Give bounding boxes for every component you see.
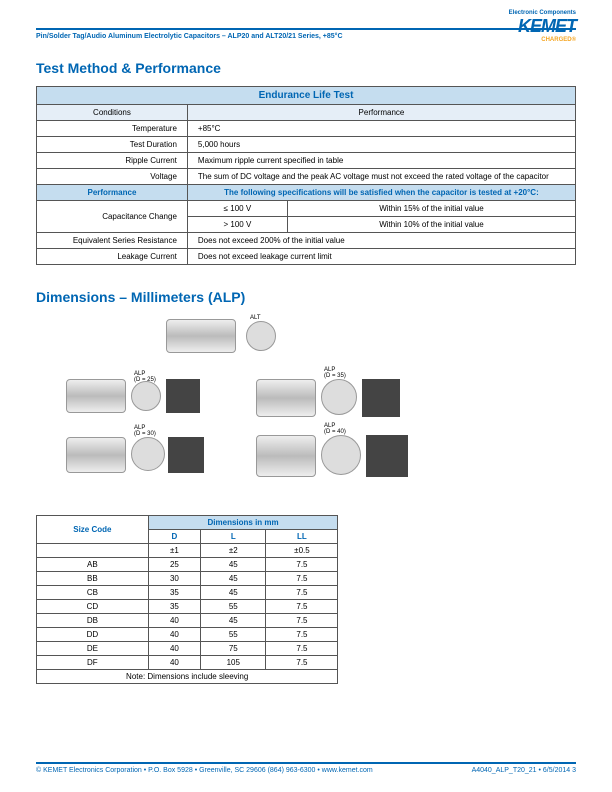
tol-l: ±2	[201, 544, 266, 558]
table-row: DF401057.5	[37, 656, 338, 670]
col-l: L	[201, 530, 266, 544]
col-d: D	[148, 530, 200, 544]
performance-spec-text: The following specifications will be sat…	[187, 185, 575, 201]
cap-change-label: Capacitance Change	[37, 201, 188, 233]
table-title: Endurance Life Test	[37, 87, 576, 105]
document-title-line: Pin/Solder Tag/Audio Aluminum Electrolyt…	[36, 33, 576, 40]
performance-label: Performance	[37, 185, 188, 201]
col-ll: LL	[266, 530, 338, 544]
table-row: CB35457.5	[37, 586, 338, 600]
row-label: Temperature	[37, 121, 188, 137]
row-value: The sum of DC voltage and the peak AC vo…	[187, 169, 575, 185]
esr-label: Equivalent Series Resistance	[37, 233, 188, 249]
cap-change-cond: ≤ 100 V	[187, 201, 287, 217]
row-label: Ripple Current	[37, 153, 188, 169]
tol-d: ±1	[148, 544, 200, 558]
row-label: Test Duration	[37, 137, 188, 153]
cap-change-cond: > 100 V	[187, 217, 287, 233]
dims-note: Note: Dimensions include sleeving	[37, 670, 338, 684]
esr-value: Does not exceed 200% of the initial valu…	[187, 233, 575, 249]
footer-right: A4040_ALP_T20_21 • 6/5/2014 3	[472, 767, 576, 774]
dims-title: Dimensions in mm	[148, 516, 338, 530]
table-row: CD35557.5	[37, 600, 338, 614]
page-footer: © KEMET Electronics Corporation • P.O. B…	[36, 762, 576, 774]
section-title-test-method: Test Method & Performance	[36, 60, 576, 76]
logo-text: KEMET	[509, 16, 576, 37]
conditions-header: Conditions	[37, 105, 188, 121]
table-row: DD40557.5	[37, 628, 338, 642]
logo-subtext: CHARGED®	[509, 37, 576, 43]
table-row: BB30457.5	[37, 572, 338, 586]
row-value: Maximum ripple current specified in tabl…	[187, 153, 575, 169]
footer-left: © KEMET Electronics Corporation • P.O. B…	[36, 767, 373, 774]
row-label: Voltage	[37, 169, 188, 185]
row-value: +85°C	[187, 121, 575, 137]
endurance-test-table: Endurance Life Test Conditions Performan…	[36, 86, 576, 265]
brand-logo: Electronic Components KEMET CHARGED®	[509, 10, 576, 43]
row-value: 5,000 hours	[187, 137, 575, 153]
cap-change-val: Within 10% of the initial value	[287, 217, 575, 233]
dimensions-table: Size Code Dimensions in mm D L LL ±1 ±2 …	[36, 515, 338, 684]
performance-header: Performance	[187, 105, 575, 121]
table-row: DB40457.5	[37, 614, 338, 628]
leakage-label: Leakage Current	[37, 249, 188, 265]
leakage-value: Does not exceed leakage current limit	[187, 249, 575, 265]
cap-change-val: Within 15% of the initial value	[287, 201, 575, 217]
tol-ll: ±0.5	[266, 544, 338, 558]
section-title-dimensions: Dimensions – Millimeters (ALP)	[36, 289, 576, 305]
dimension-diagrams: ALT ALP(D = 25) ALP(D = 35) ALP(D = 30) …	[36, 315, 576, 495]
table-row: DE40757.5	[37, 642, 338, 656]
header-rule	[36, 28, 576, 30]
size-code-header: Size Code	[37, 516, 149, 544]
table-row: AB25457.5	[37, 558, 338, 572]
